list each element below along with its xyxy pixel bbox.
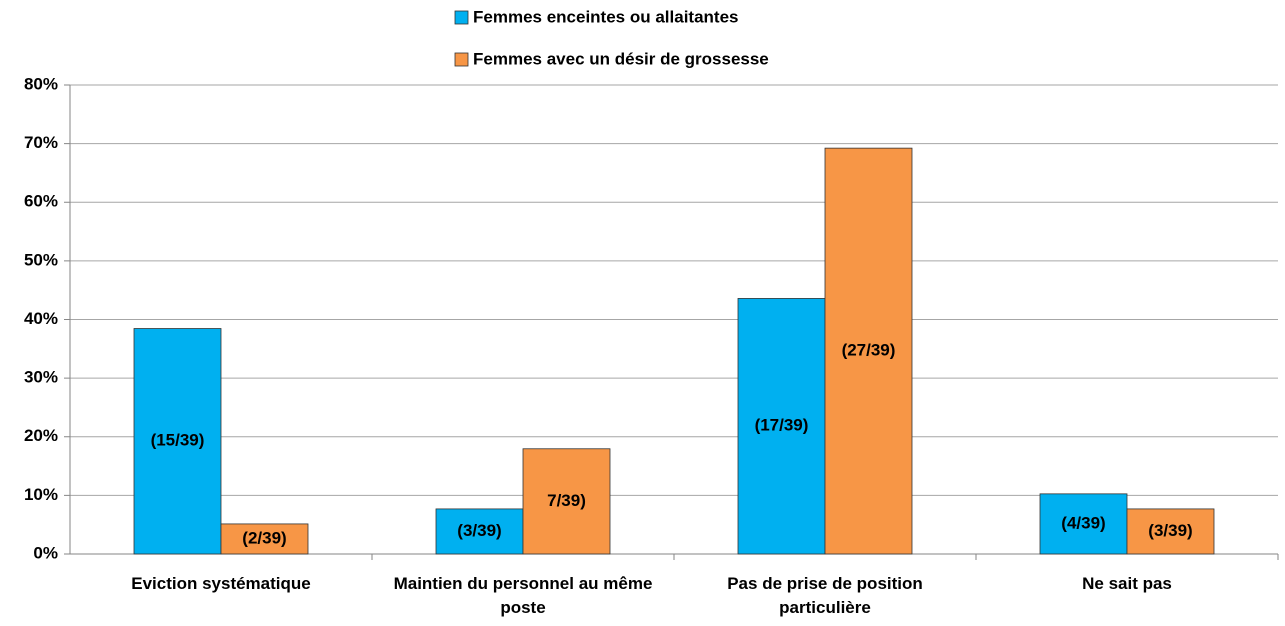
bar <box>133 328 222 555</box>
bar <box>220 523 309 555</box>
data-label: 7/39) <box>547 491 586 510</box>
data-label: (27/39) <box>842 341 896 360</box>
bar <box>1039 493 1128 555</box>
data-label: (15/39) <box>151 431 205 450</box>
data-label: (3/39) <box>1148 521 1192 540</box>
bar <box>824 147 913 555</box>
legend-label: Femmes enceintes ou allaitantes <box>473 7 739 26</box>
y-tick-label: 0% <box>33 543 58 562</box>
bar <box>522 448 611 555</box>
data-label: (2/39) <box>242 528 286 547</box>
y-tick-label: 50% <box>24 250 58 269</box>
data-label: (3/39) <box>457 521 501 540</box>
bar <box>435 508 524 555</box>
legend-swatch <box>454 52 469 67</box>
legend-swatch <box>454 10 469 25</box>
y-tick-label: 70% <box>24 133 58 152</box>
x-tick-label: Eviction systématique <box>131 574 311 593</box>
y-tick-label: 40% <box>24 309 58 328</box>
x-tick-label: Maintien du personnel au même poste <box>393 574 653 617</box>
data-label: (4/39) <box>1061 513 1105 532</box>
y-tick-label: 80% <box>24 74 58 93</box>
data-label: (17/39) <box>755 416 809 435</box>
y-tick-label: 20% <box>24 426 58 445</box>
y-tick-label: 60% <box>24 192 58 211</box>
x-tick-label: Ne sait pas <box>1082 574 1172 593</box>
x-tick-label: Pas de prise de position particulière <box>727 574 923 617</box>
legend-label: Femmes avec un désir de grossesse <box>473 49 769 68</box>
y-tick-label: 10% <box>24 485 58 504</box>
y-tick-label: 30% <box>24 368 58 387</box>
bar <box>1126 508 1215 555</box>
bar <box>737 298 826 555</box>
